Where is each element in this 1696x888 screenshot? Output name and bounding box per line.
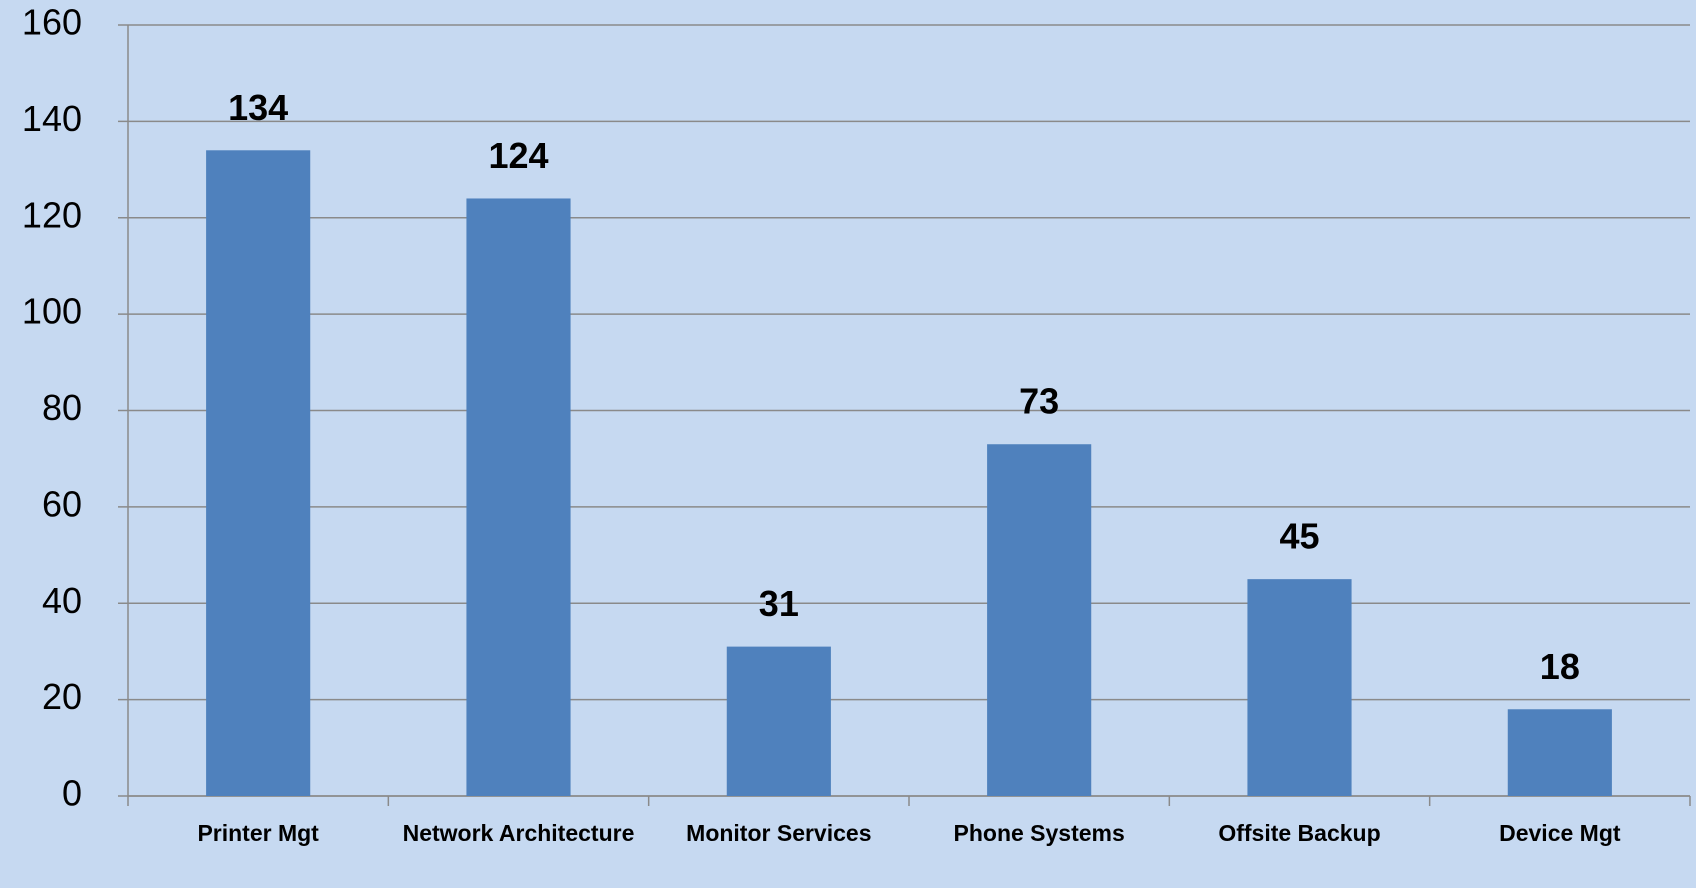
value-label: 31 <box>759 583 799 624</box>
x-tick-label: Phone Systems <box>953 820 1125 846</box>
x-tick-label: Printer Mgt <box>197 820 319 846</box>
x-tick-label: Device Mgt <box>1499 820 1621 846</box>
bar <box>206 150 311 797</box>
bar <box>1507 709 1612 796</box>
bar <box>726 646 831 796</box>
x-tick-label: Network Architecture <box>402 820 635 846</box>
y-tick-label: 60 <box>42 483 82 524</box>
bar <box>1247 579 1352 796</box>
bar <box>466 198 571 797</box>
y-tick-label: 140 <box>22 98 82 139</box>
value-label: 124 <box>488 135 548 176</box>
value-label: 45 <box>1279 516 1319 557</box>
x-tick-label: Offsite Backup <box>1218 820 1381 846</box>
value-label: 73 <box>1019 381 1059 422</box>
value-label: 18 <box>1540 646 1580 687</box>
y-tick-label: 0 <box>62 773 82 814</box>
bar <box>987 444 1092 796</box>
y-tick-label: 20 <box>42 676 82 717</box>
value-label: 134 <box>228 87 288 128</box>
y-tick-label: 80 <box>42 387 82 428</box>
y-tick-label: 160 <box>22 2 82 43</box>
y-tick-label: 120 <box>22 194 82 235</box>
y-tick-label: 40 <box>42 580 82 621</box>
x-tick-label: Monitor Services <box>686 820 872 846</box>
y-tick-label: 100 <box>22 291 82 332</box>
